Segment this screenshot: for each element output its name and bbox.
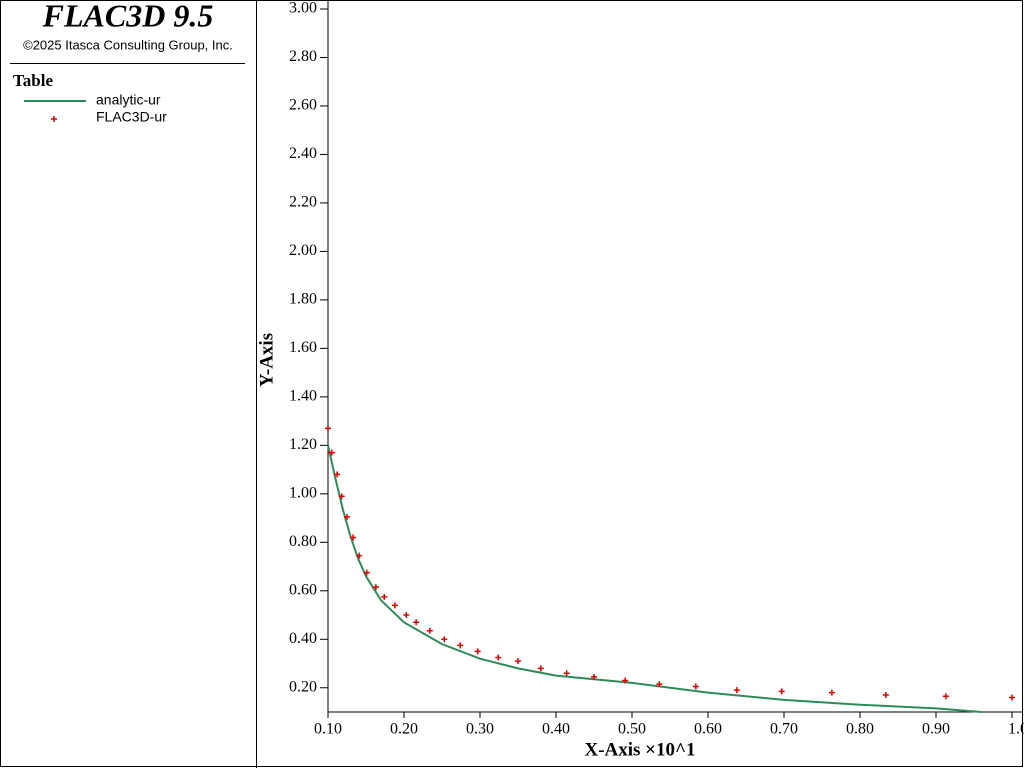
point — [426, 627, 433, 634]
x-tick-label: 0.10 — [314, 721, 342, 738]
point — [622, 677, 629, 684]
point — [692, 683, 699, 690]
x-tick-label: 0.50 — [618, 721, 646, 738]
point — [474, 648, 481, 655]
point — [328, 449, 335, 456]
legend-label: FLAC3D-ur — [96, 109, 167, 125]
y-axis-title: Y-Axis — [256, 333, 277, 387]
point — [356, 552, 363, 559]
y-tick-label: 2.80 — [289, 48, 317, 65]
y-tick-label: 1.80 — [289, 291, 317, 308]
point — [338, 493, 345, 500]
point — [457, 642, 464, 649]
point — [733, 687, 740, 694]
point — [403, 612, 410, 619]
y-tick-label: 3.00 — [289, 0, 317, 17]
x-tick-label: 0.30 — [466, 721, 494, 738]
curve — [327, 445, 982, 713]
point — [778, 688, 785, 695]
y-tick-label: 2.20 — [289, 194, 317, 211]
legend-title: Table — [13, 71, 53, 90]
legend-swatch — [51, 116, 57, 122]
x-tick-label: 0.70 — [770, 721, 798, 738]
y-tick-label: 1.20 — [289, 436, 317, 453]
x-tick-label: 1.0 — [1008, 721, 1024, 738]
plot: 0.20 0.40 0.60 0.80 1.00 1.20 1.40 1.60 1.80 2.00… — [256, 0, 1024, 760]
y-tick-label: 0.40 — [289, 630, 317, 647]
x-tick-label: 0.90 — [922, 721, 950, 738]
app-title: FLAC3D 9.5 — [42, 0, 214, 33]
point — [591, 673, 597, 680]
x-tick-label: 0.80 — [846, 721, 874, 738]
legend-label: analytic-ur — [96, 92, 161, 108]
point — [391, 602, 398, 609]
point — [537, 665, 544, 672]
point — [563, 670, 570, 677]
point — [495, 654, 502, 661]
y-tick-label: 2.60 — [289, 97, 317, 114]
y-tick-label: 0.60 — [289, 581, 317, 598]
x-tick-label: 0.60 — [694, 721, 722, 738]
y-tick-label: 0.80 — [289, 533, 317, 550]
y-tick-label: 1.60 — [289, 339, 317, 356]
copyright: ©2025 Itasca Consulting Group, Inc. — [23, 37, 233, 52]
point — [828, 689, 835, 696]
point — [350, 534, 357, 541]
y-tick-label: 2.40 — [289, 145, 317, 162]
point — [1009, 694, 1015, 701]
point — [413, 619, 420, 626]
point — [381, 593, 388, 600]
point — [942, 693, 949, 700]
x-tick-label: 0.40 — [542, 721, 570, 738]
y-tick-label: 2.00 — [289, 242, 317, 259]
point — [656, 681, 663, 688]
y-tick-label: 0.20 — [289, 678, 317, 695]
point — [441, 636, 448, 643]
point — [372, 584, 379, 591]
point — [334, 471, 341, 478]
point — [515, 658, 521, 665]
y-tick-label: 1.00 — [289, 484, 317, 501]
point — [325, 425, 331, 432]
point — [344, 513, 350, 520]
point — [882, 692, 889, 699]
point — [363, 569, 370, 576]
x-tick-label: 0.20 — [390, 721, 418, 738]
x-axis-title: X-Axis ×10^1 — [584, 739, 695, 760]
y-tick-label: 1.40 — [289, 388, 317, 405]
